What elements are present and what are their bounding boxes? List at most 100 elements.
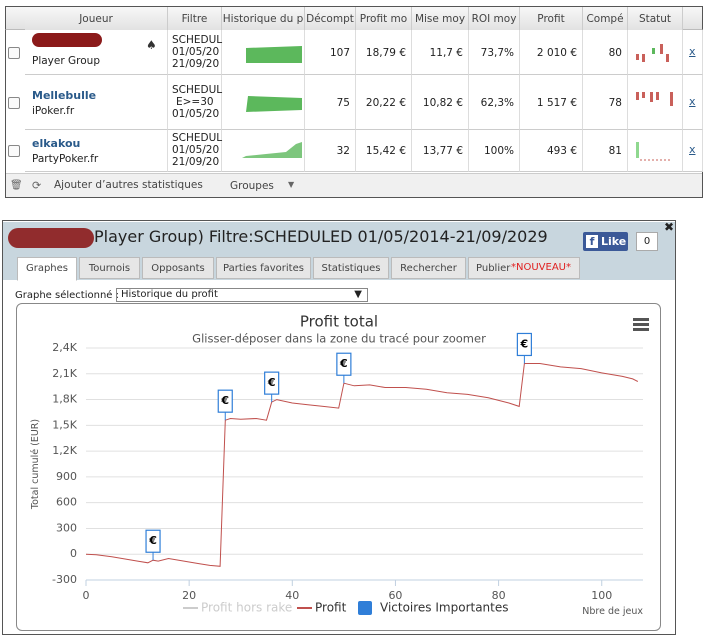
x-axis-label: Nbre de jeux	[582, 606, 643, 617]
icon: ⟳	[32, 179, 42, 192]
flag-box	[516, 332, 532, 357]
player-site: iPoker.fr	[32, 104, 75, 117]
cell	[520, 130, 583, 172]
cell	[683, 75, 703, 130]
cell	[356, 30, 412, 75]
remove-link[interactable]: x	[689, 94, 696, 108]
x-tick-label: 80	[492, 589, 506, 602]
checkbox[interactable]	[8, 145, 20, 157]
column-header: Décompt	[305, 7, 356, 30]
filter-line: SCHEDUL	[172, 132, 223, 144]
checkbox[interactable]	[8, 96, 20, 109]
cell	[520, 75, 583, 130]
like-count: 0	[636, 232, 658, 251]
stat-value: 20,22 €	[365, 96, 406, 109]
cell	[412, 75, 469, 130]
legend-label[interactable]: Victoires Importantes	[380, 601, 509, 615]
flag-label: €	[220, 394, 229, 407]
stat-value: 13,77 €	[422, 145, 463, 157]
column-header: Historique du p	[222, 7, 305, 30]
menu-icon[interactable]	[633, 318, 649, 331]
tab[interactable]: Publier	[468, 257, 580, 279]
cell	[25, 130, 168, 172]
select-label: Graphe sélectionné :	[15, 290, 119, 301]
stat-value: 107	[329, 46, 350, 59]
flag: €	[145, 529, 161, 561]
icon: 🗑	[10, 180, 23, 191]
flag: €	[336, 352, 352, 384]
toolbar	[6, 173, 702, 197]
filter-line: E>=30	[176, 95, 214, 108]
groups[interactable]: Groupes	[230, 180, 274, 192]
legend-label[interactable]: Profit	[315, 601, 347, 615]
flag: €	[217, 389, 233, 421]
stat-value: 73,7%	[480, 46, 514, 59]
cell	[222, 30, 305, 75]
cell	[683, 30, 703, 75]
y-tick-label: 600	[56, 496, 77, 509]
x-tick-label: 0	[83, 589, 90, 602]
tab[interactable]: Graphes	[17, 257, 77, 281]
y-tick-label: 1,5K	[52, 418, 77, 431]
status-bar	[636, 142, 639, 158]
graph-select[interactable]: Historique du profit ▼	[116, 288, 368, 302]
flag: €	[516, 332, 532, 364]
flag-label: €	[267, 376, 276, 389]
cell	[305, 75, 356, 130]
chart-box	[16, 303, 661, 631]
status-bar	[670, 92, 673, 106]
cell	[168, 75, 222, 130]
tab[interactable]: Parties favorites	[216, 257, 311, 279]
y-tick-label: 2,1K	[52, 367, 77, 380]
flag-label: €	[148, 534, 157, 547]
cell	[222, 130, 305, 172]
cell	[469, 30, 520, 75]
column-header: Statut	[628, 7, 683, 30]
remove-link[interactable]: x	[689, 143, 696, 156]
cell	[222, 75, 305, 130]
tab[interactable]: Opposants	[142, 257, 214, 279]
legend-swatch	[358, 601, 372, 615]
select-value: Historique du profit	[121, 289, 218, 300]
player-name[interactable]: Mellebulle	[32, 88, 97, 102]
status-bar	[636, 54, 639, 60]
flag-box	[145, 529, 161, 553]
status-bar	[666, 54, 669, 62]
column-header: Joueur	[25, 7, 168, 30]
filter-line: SCHEDUL	[172, 83, 223, 96]
y-tick-label: 1,2K	[52, 444, 77, 457]
stat-value: 78	[608, 96, 622, 109]
tab[interactable]: Tournois	[79, 257, 140, 279]
cell	[168, 130, 222, 172]
y-tick-label: 0	[70, 547, 77, 560]
status-bar	[642, 92, 645, 98]
stat-value: 62,3%	[480, 96, 514, 109]
x-tick-label: 60	[388, 589, 402, 602]
filter-line: 01/05/20	[172, 45, 220, 58]
column-header: Profit	[520, 7, 583, 30]
filter-line: SCHEDUL	[172, 33, 223, 46]
stat-value: 11,7 €	[429, 46, 463, 59]
flag-label: €	[520, 337, 529, 350]
status-bar	[650, 92, 653, 102]
sparkline	[228, 46, 302, 63]
tab[interactable]: Statistiques	[313, 257, 389, 279]
close-button[interactable]: ✖	[664, 220, 675, 234]
sparklines	[228, 46, 302, 158]
remove-link[interactable]: x	[689, 44, 696, 58]
stat-value: 493 €	[546, 145, 577, 157]
add-stats[interactable]: Ajouter d’autres statistiques	[54, 179, 203, 191]
x-tick-label: 100	[591, 589, 612, 602]
x-tick-label: 20	[182, 589, 196, 602]
legend-label[interactable]: Profit hors rake	[201, 601, 292, 615]
column-header: Compé	[583, 7, 628, 30]
player-name[interactable]: elkakou	[32, 137, 81, 150]
checkbox[interactable]	[8, 46, 20, 59]
chart-title: Profit total	[300, 313, 378, 331]
flag: €	[264, 371, 280, 403]
cell	[583, 30, 628, 75]
tab[interactable]: Rechercher	[391, 257, 466, 279]
stat-value: 100%	[483, 145, 514, 157]
